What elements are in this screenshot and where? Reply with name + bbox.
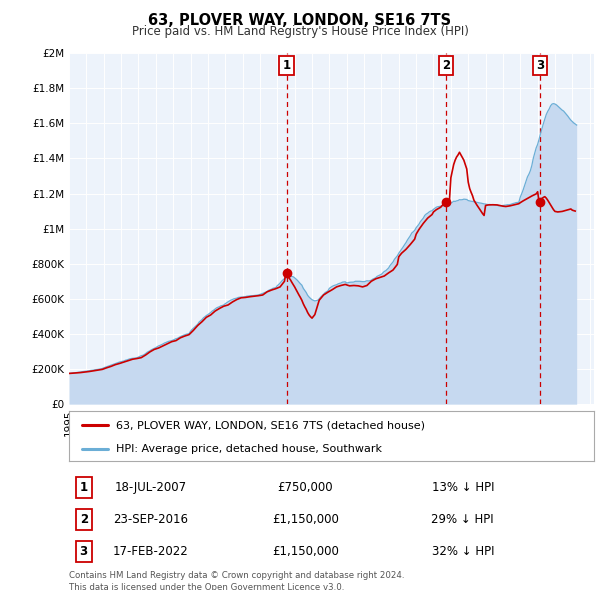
Text: 2: 2: [80, 513, 88, 526]
Text: Contains HM Land Registry data © Crown copyright and database right 2024.
This d: Contains HM Land Registry data © Crown c…: [69, 571, 404, 590]
Text: 63, PLOVER WAY, LONDON, SE16 7TS (detached house): 63, PLOVER WAY, LONDON, SE16 7TS (detach…: [116, 420, 425, 430]
Text: 3: 3: [536, 59, 544, 72]
Text: £1,150,000: £1,150,000: [272, 545, 338, 558]
Text: 1: 1: [283, 59, 291, 72]
Text: £1,150,000: £1,150,000: [272, 513, 338, 526]
Text: 29% ↓ HPI: 29% ↓ HPI: [431, 513, 494, 526]
Text: 32% ↓ HPI: 32% ↓ HPI: [431, 545, 494, 558]
Text: HPI: Average price, detached house, Southwark: HPI: Average price, detached house, Sout…: [116, 444, 382, 454]
Text: 18-JUL-2007: 18-JUL-2007: [115, 481, 187, 494]
Text: 2: 2: [442, 59, 450, 72]
Text: 3: 3: [80, 545, 88, 558]
Text: 1: 1: [80, 481, 88, 494]
Text: £750,000: £750,000: [277, 481, 333, 494]
Text: 17-FEB-2022: 17-FEB-2022: [113, 545, 188, 558]
Text: 23-SEP-2016: 23-SEP-2016: [113, 513, 188, 526]
Text: 63, PLOVER WAY, LONDON, SE16 7TS: 63, PLOVER WAY, LONDON, SE16 7TS: [148, 13, 452, 28]
Text: Price paid vs. HM Land Registry's House Price Index (HPI): Price paid vs. HM Land Registry's House …: [131, 25, 469, 38]
Text: 13% ↓ HPI: 13% ↓ HPI: [431, 481, 494, 494]
